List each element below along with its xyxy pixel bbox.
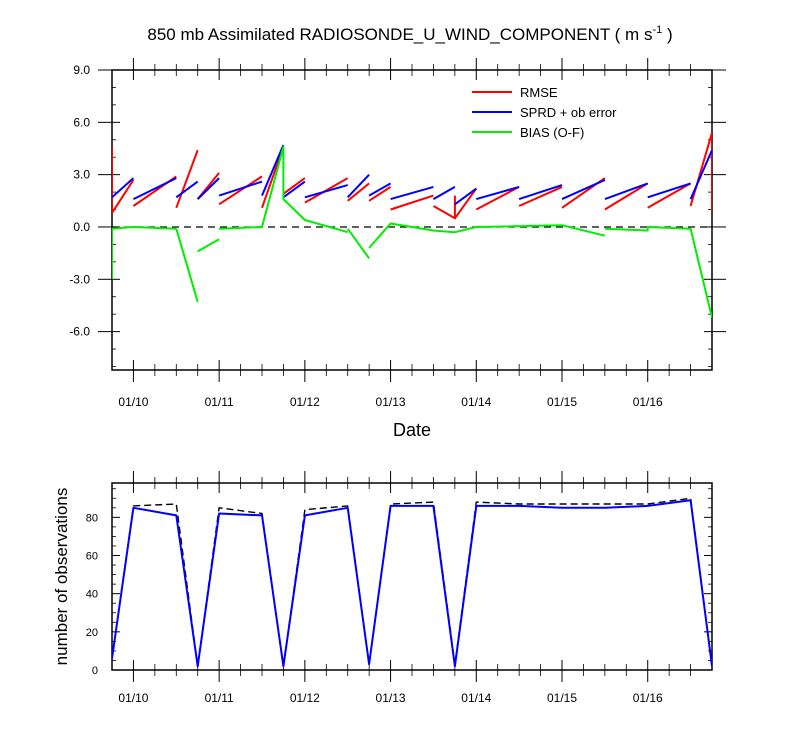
series-sprd-ob-error-segment-13: [476, 185, 520, 201]
top-xtick-label-1: 01/11: [205, 395, 234, 409]
series-sprd-ob-error-segment-15: [561, 178, 606, 201]
series-sprd-ob-error-segment-6: [282, 180, 306, 199]
top-xtick-label-2: 01/12: [290, 395, 320, 409]
legend-label-sprd-ob-error: SPRD + ob error: [520, 105, 617, 120]
bottom-xtick-label-1: 01/11: [205, 691, 234, 705]
series-rmse-segment-4: [218, 175, 263, 206]
series-rmse-segment-6: [282, 177, 306, 195]
series-sprd-ob-error-segment-8: [346, 174, 370, 198]
series-sprd-ob-error-segment-17: [647, 182, 691, 199]
top-ytick-label-4: -3.0: [69, 272, 90, 286]
bottom-ytick-label-3: 60: [86, 551, 98, 563]
series-assimilated-observations: [112, 499, 712, 668]
rmse-spread-bias-panel: 850 mb Assimilated RADIOSONDE_U_WIND_COM…: [69, 24, 726, 440]
series-rmse-segment-2: [175, 149, 199, 209]
top-ytick-label-2: 3.0: [73, 168, 90, 182]
bottom-xtick-label-4: 01/14: [461, 691, 491, 705]
chart-title-end: ): [662, 25, 672, 44]
series-rmse-segment-17: [647, 182, 692, 209]
series-rmse-segment-13: [475, 186, 520, 211]
series-bias-o-f-segment-6: [368, 222, 606, 249]
series-sprd-ob-error-segment-14: [518, 184, 563, 201]
series-rmse-segment-0: [112, 146, 135, 214]
top-xtick-label-0: 01/10: [118, 395, 148, 409]
series-sprd-ob-error-segment-7: [304, 184, 348, 199]
series-bias-o-f-segment-3: [219, 226, 263, 230]
bottom-xtick-label-0: 01/10: [118, 691, 148, 705]
series-bias-o-f-segment-0: [112, 226, 177, 280]
series-rmse-segment-12: [454, 188, 478, 219]
series-bias-o-f-segment-1: [175, 228, 199, 303]
x-axis-label: Date: [393, 420, 431, 440]
top-plot-frame: [111, 69, 713, 371]
bottom-ytick-label-0: 0: [92, 665, 98, 677]
chart-title-superscript: -1: [652, 24, 662, 36]
series-rmse-segment-16: [604, 182, 649, 211]
top-ytick-label-1: 6.0: [73, 115, 90, 129]
series-rmse-segment-11: [432, 195, 456, 220]
series-rmse-segment-8: [347, 182, 370, 202]
series-bias-o-f-segment-2: [197, 238, 220, 253]
top-ytick-label-0: 9.0: [73, 63, 90, 77]
series-sprd-ob-error-segment-3: [196, 177, 220, 200]
series-bias-o-f-segment-5: [346, 228, 370, 259]
series-rmse-segment-18: [689, 131, 712, 212]
bottom-ytick-label-4: 80: [86, 512, 98, 524]
series-sprd-ob-error-segment-9: [368, 182, 392, 197]
series-rmse-segment-14: [518, 185, 563, 207]
series-sprd-ob-error-segment-11: [432, 186, 456, 200]
chart-title-main: 850 mb Assimilated RADIOSONDE_U_WIND_COM…: [147, 25, 652, 44]
series-rmse-segment-9: [368, 186, 392, 202]
bottom-xtick-label-3: 01/13: [376, 691, 406, 705]
chart-title: 850 mb Assimilated RADIOSONDE_U_WIND_COM…: [147, 24, 672, 44]
top-xtick-label-3: 01/13: [376, 395, 406, 409]
series-sprd-ob-error-segment-5: [261, 144, 285, 196]
series-sprd-ob-error-segment-0: [112, 177, 135, 199]
series-sprd-ob-error-segment-12: [454, 187, 477, 206]
series-sprd-ob-error-segment-18: [689, 149, 712, 200]
bottom-xtick-label-6: 01/16: [633, 691, 663, 705]
bottom-xtick-label-2: 01/12: [290, 691, 320, 705]
bottom-ytick-label-1: 20: [86, 627, 98, 639]
series-sprd-ob-error-segment-1: [132, 177, 177, 200]
legend-label-rmse: RMSE: [520, 85, 558, 100]
top-xtick-label-4: 01/14: [461, 395, 491, 409]
series-sprd-ob-error-segment-10: [390, 185, 434, 201]
bottom-ytick-label-2: 40: [86, 589, 98, 601]
series-sprd-ob-error-segment-4: [218, 180, 263, 197]
series-sprd-ob-error-segment-2: [175, 180, 199, 199]
series-bias-o-f-segment-7: [604, 226, 712, 318]
series-bias-o-f-segment-4: [261, 145, 348, 234]
bottom-xtick-label-5: 01/15: [547, 691, 577, 705]
y-axis-label-observations: number of observations: [52, 488, 71, 666]
series-sprd-ob-error-segment-16: [604, 182, 649, 201]
top-ytick-label-3: 0.0: [73, 220, 90, 234]
legend-label-bias-o-f: BIAS (O-F): [520, 125, 584, 140]
series-rmse-segment-10: [390, 194, 434, 211]
top-xtick-label-6: 01/16: [633, 395, 663, 409]
top-ytick-label-5: -6.0: [69, 325, 90, 339]
top-xtick-label-5: 01/15: [547, 395, 577, 409]
observation-count-panel: 0 20 40 60 80 01/10 01/11 01/12 01/13 01/14 01/15 0…: [52, 471, 713, 705]
